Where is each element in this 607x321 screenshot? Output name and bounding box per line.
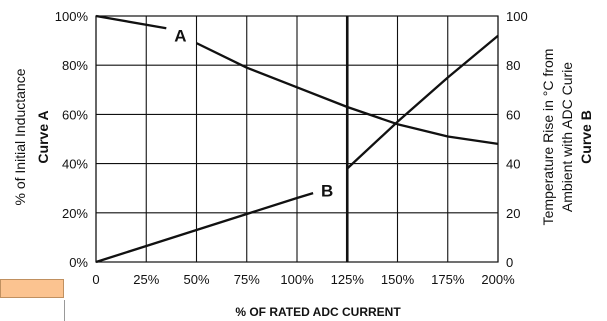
- x-tick-label: 75%: [234, 272, 260, 287]
- plot-frame: [95, 15, 499, 263]
- curve-a-line: [95, 14, 167, 30]
- left-tick-label: 40%: [62, 157, 88, 172]
- color-swatch: [0, 279, 64, 298]
- x-tick-label: 50%: [183, 272, 209, 287]
- x-tick-label: 200%: [481, 272, 515, 287]
- x-tick-label: 175%: [431, 272, 465, 287]
- right-axis-curve-label: Curve B: [578, 110, 594, 164]
- curve-b-line: [95, 191, 314, 264]
- left-tick-label: 80%: [62, 58, 88, 73]
- right-tick-label: 100: [506, 9, 528, 24]
- right-tick-label: 40: [506, 157, 520, 172]
- curve-a-label: A: [174, 27, 186, 46]
- curve-a-line: [195, 42, 499, 146]
- tick-labels: 0 25% 50% 75% 100% 125% 150% 175% 200% 0% 0 20% 20 40…: [55, 9, 528, 287]
- left-tick-label: 100%: [55, 9, 89, 24]
- right-axis-title-line2: Ambient with ADC Curie: [559, 62, 575, 212]
- left-tick-label: 20%: [62, 206, 88, 221]
- x-tick-label: 25%: [133, 272, 159, 287]
- x-tick-label: 100%: [280, 272, 314, 287]
- left-tick-label: 60%: [62, 107, 88, 122]
- x-axis-title: % OF RATED ADC CURRENT: [235, 305, 401, 319]
- left-axis-title: % of Initial Inductance: [12, 68, 28, 205]
- right-tick-label: 0: [506, 255, 513, 270]
- x-tick-label: 0: [92, 272, 99, 287]
- curve-b-line: [346, 34, 499, 170]
- divider: [64, 300, 65, 321]
- right-tick-label: 60: [506, 107, 520, 122]
- right-tick-label: 80: [506, 58, 520, 73]
- grid: [95, 15, 499, 263]
- x-tick-label: 150%: [381, 272, 415, 287]
- x-tick-label: 125%: [331, 272, 365, 287]
- left-tick-label: 0%: [69, 255, 88, 270]
- right-axis-title-line1: Temperature Rise in °C from: [540, 49, 556, 226]
- curve-b-label: B: [321, 182, 333, 201]
- series-layer: [95, 14, 499, 264]
- left-axis-curve-label: Curve A: [35, 110, 51, 163]
- right-tick-label: 20: [506, 206, 520, 221]
